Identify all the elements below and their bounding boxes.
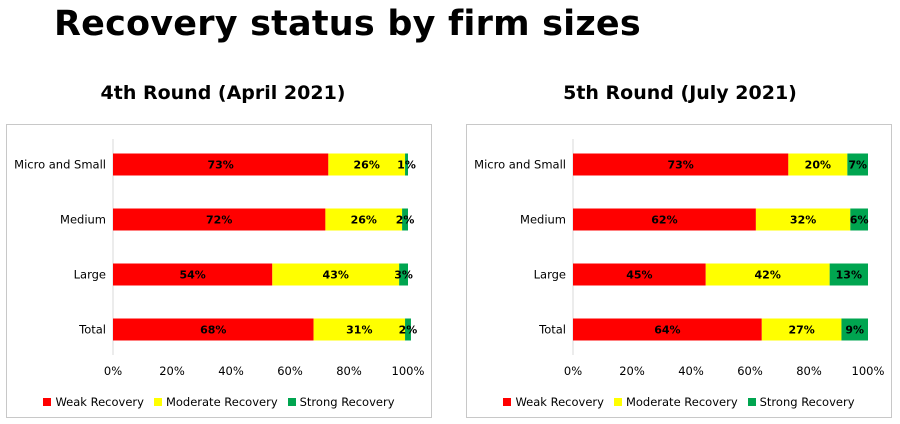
data-label-weak-recovery-micro-and-small: 73% [208, 159, 234, 172]
page-title: Recovery status by firm sizes [54, 4, 641, 44]
bar-weak-recovery-micro-and-small [573, 153, 789, 176]
bar-weak-recovery-large [573, 263, 706, 286]
bar-moderate-recovery-medium [755, 208, 851, 231]
data-label-moderate-recovery-medium: 32% [790, 214, 816, 227]
legend-label: Strong Recovery [299, 395, 395, 409]
data-label-weak-recovery-micro-and-small: 73% [668, 159, 694, 172]
data-label-moderate-recovery-total: 27% [788, 324, 814, 337]
x-tick-label: 0% [564, 364, 582, 378]
bar-weak-recovery-micro-and-small [113, 153, 329, 176]
x-tick-label: 100% [852, 364, 885, 378]
data-label-moderate-recovery-large: 43% [323, 269, 349, 282]
x-tick-label: 20% [619, 364, 645, 378]
bar-weak-recovery-total [573, 318, 762, 341]
data-label-strong-recovery-micro-and-small: 1% [397, 159, 416, 172]
legend-round-5: Weak Recovery Moderate Recovery Strong Rec… [467, 395, 891, 409]
bar-strong-recovery-micro-and-small [405, 153, 408, 176]
chart-panel-round-4: Micro and Small 73% 26% 1% Medium 72% 26% 2% Lar… [6, 124, 432, 418]
data-label-strong-recovery-large: 3% [394, 269, 413, 282]
data-label-strong-recovery-medium: 6% [850, 214, 869, 227]
bar-strong-recovery-large [829, 263, 868, 286]
legend-swatch [153, 398, 162, 406]
legend-label: Moderate Recovery [165, 395, 278, 409]
data-label-moderate-recovery-micro-and-small: 26% [354, 159, 380, 172]
legend-swatch [613, 398, 622, 406]
x-tick-label: 80% [796, 364, 822, 378]
x-tick-label: 60% [737, 364, 763, 378]
category-label-medium: Medium [520, 213, 566, 227]
legend-swatch [747, 398, 756, 406]
bar-strong-recovery-medium [850, 208, 868, 231]
data-label-weak-recovery-medium: 72% [206, 214, 232, 227]
legend-item-strong-recovery: Strong Recovery [747, 395, 855, 409]
x-tick-label: 60% [277, 364, 303, 378]
bar-weak-recovery-medium [573, 208, 756, 231]
data-label-weak-recovery-large: 45% [626, 269, 652, 282]
chart-panel-round-5: Micro and Small 73% 20% 7% Medium 62% 32% 6% Lar… [466, 124, 892, 418]
legend-swatch [43, 398, 52, 406]
data-label-strong-recovery-total: 9% [845, 324, 864, 337]
legend-item-weak-recovery: Weak Recovery [43, 395, 144, 409]
category-label-micro-and-small: Micro and Small [474, 158, 566, 172]
category-label-total: Total [538, 323, 566, 337]
bar-strong-recovery-total [841, 318, 868, 341]
data-label-weak-recovery-total: 68% [200, 324, 226, 337]
x-tick-label: 40% [678, 364, 704, 378]
bar-strong-recovery-large [399, 263, 408, 286]
bar-moderate-recovery-large [705, 263, 830, 286]
legend-label: Moderate Recovery [625, 395, 738, 409]
data-label-moderate-recovery-medium: 26% [351, 214, 377, 227]
data-label-strong-recovery-micro-and-small: 7% [848, 159, 867, 172]
bar-moderate-recovery-micro-and-small [328, 153, 406, 176]
x-tick-label: 40% [218, 364, 244, 378]
bar-moderate-recovery-large [272, 263, 400, 286]
legend-label: Weak Recovery [55, 395, 144, 409]
x-tick-label: 0% [104, 364, 122, 378]
stacked-bar-chart-round-5: Micro and Small 73% 20% 7% Medium 62% 32% 6% Lar… [474, 139, 885, 378]
data-label-strong-recovery-total: 2% [399, 324, 418, 337]
bar-weak-recovery-medium [113, 208, 326, 231]
data-label-weak-recovery-medium: 62% [651, 214, 677, 227]
legend-item-strong-recovery: Strong Recovery [287, 395, 395, 409]
bar-moderate-recovery-medium [325, 208, 403, 231]
stacked-bar-chart-round-4: Micro and Small 73% 26% 1% Medium 72% 26% 2% Lar… [14, 139, 425, 378]
data-label-strong-recovery-medium: 2% [396, 214, 415, 227]
category-label-total: Total [78, 323, 106, 337]
legend-swatch [287, 398, 296, 406]
chart-title-round-5: 5th Round (July 2021) [563, 82, 797, 104]
bar-strong-recovery-total [405, 318, 411, 341]
bar-moderate-recovery-total [761, 318, 842, 341]
data-label-weak-recovery-large: 54% [179, 269, 205, 282]
bar-moderate-recovery-micro-and-small [788, 153, 848, 176]
x-tick-label: 20% [159, 364, 185, 378]
legend-item-weak-recovery: Weak Recovery [503, 395, 604, 409]
data-label-moderate-recovery-micro-and-small: 20% [805, 159, 831, 172]
x-tick-label: 100% [392, 364, 425, 378]
legend-label: Weak Recovery [515, 395, 604, 409]
bar-strong-recovery-micro-and-small [847, 153, 868, 176]
category-label-large: Large [74, 268, 106, 282]
data-label-weak-recovery-total: 64% [654, 324, 680, 337]
bar-weak-recovery-total [113, 318, 314, 341]
data-label-strong-recovery-large: 13% [836, 269, 862, 282]
x-tick-label: 80% [336, 364, 362, 378]
chart-title-round-4: 4th Round (April 2021) [100, 82, 346, 104]
bar-strong-recovery-medium [402, 208, 408, 231]
data-label-moderate-recovery-total: 31% [346, 324, 372, 337]
legend-item-moderate-recovery: Moderate Recovery [153, 395, 278, 409]
category-label-micro-and-small: Micro and Small [14, 158, 106, 172]
category-label-medium: Medium [60, 213, 106, 227]
data-label-moderate-recovery-large: 42% [755, 269, 781, 282]
bar-weak-recovery-large [113, 263, 273, 286]
legend-label: Strong Recovery [759, 395, 855, 409]
legend-swatch [503, 398, 512, 406]
legend-item-moderate-recovery: Moderate Recovery [613, 395, 738, 409]
bar-moderate-recovery-total [313, 318, 406, 341]
legend-round-4: Weak Recovery Moderate Recovery Strong Rec… [7, 395, 431, 409]
category-label-large: Large [534, 268, 566, 282]
